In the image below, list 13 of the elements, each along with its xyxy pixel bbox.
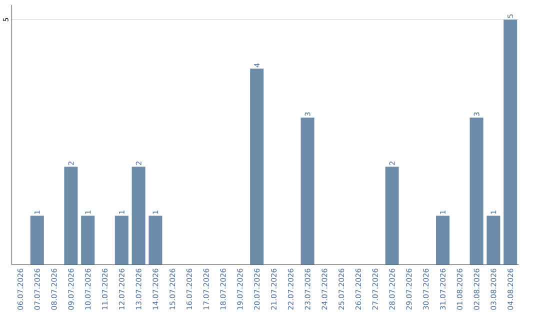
bar xyxy=(132,166,146,265)
bar xyxy=(114,216,128,265)
bar xyxy=(470,117,484,265)
bar xyxy=(504,19,518,265)
bar xyxy=(30,216,44,265)
bar xyxy=(486,216,500,265)
bar xyxy=(148,216,162,265)
bar xyxy=(81,216,95,265)
bar xyxy=(64,166,78,265)
bar xyxy=(300,117,314,265)
bar xyxy=(436,216,450,265)
bar xyxy=(385,166,399,265)
bar xyxy=(250,68,264,265)
